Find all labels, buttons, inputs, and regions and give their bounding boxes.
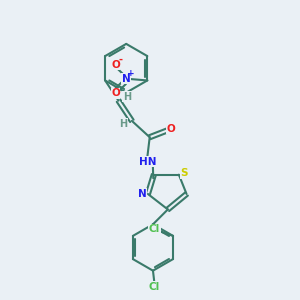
Text: N: N xyxy=(138,189,147,199)
Text: O: O xyxy=(111,88,120,98)
Text: H: H xyxy=(119,119,128,129)
Text: O: O xyxy=(167,124,176,134)
Text: +: + xyxy=(127,68,135,77)
Text: -: - xyxy=(119,54,123,64)
Text: Cl: Cl xyxy=(149,282,160,292)
Text: S: S xyxy=(180,168,188,178)
Text: Cl: Cl xyxy=(149,224,160,234)
Text: H: H xyxy=(123,92,131,101)
Text: O: O xyxy=(111,60,120,70)
Text: HN: HN xyxy=(139,157,156,166)
Text: N: N xyxy=(122,74,130,84)
